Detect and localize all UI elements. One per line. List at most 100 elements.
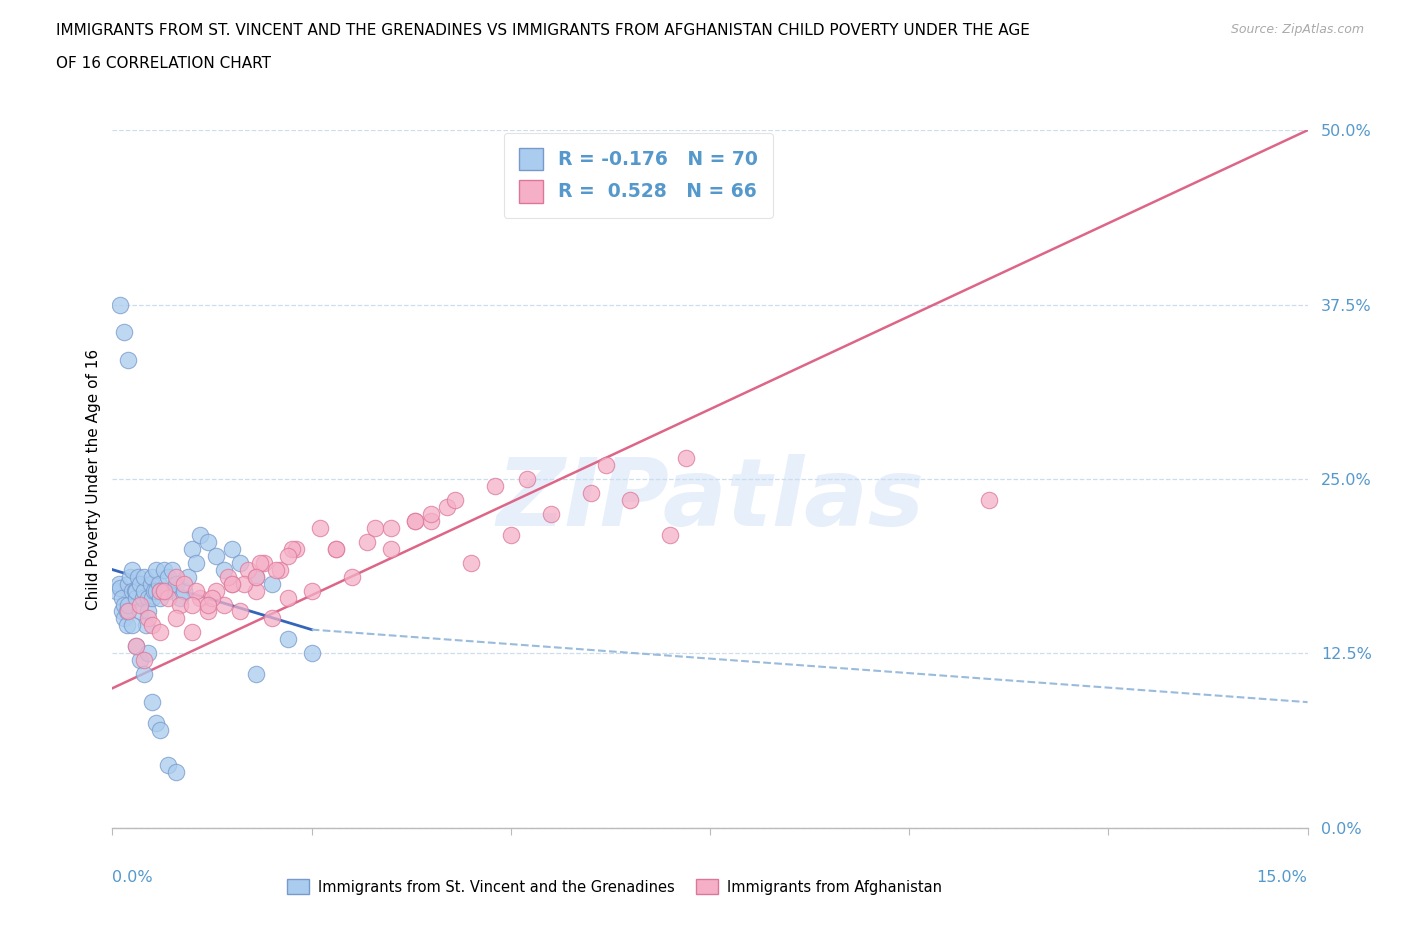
Text: ZIPatlas: ZIPatlas xyxy=(496,454,924,546)
Point xyxy=(145,583,167,598)
Point xyxy=(236,562,259,577)
Point xyxy=(269,562,291,577)
Point xyxy=(121,618,143,633)
Point xyxy=(149,583,172,598)
Point xyxy=(117,576,139,591)
Point xyxy=(420,507,443,522)
Point xyxy=(110,580,132,595)
Point xyxy=(148,576,170,591)
Point xyxy=(181,597,204,612)
Point xyxy=(165,764,187,779)
Point xyxy=(253,555,276,570)
Point xyxy=(232,576,256,591)
Point xyxy=(134,653,156,668)
Point xyxy=(129,653,152,668)
Point xyxy=(281,541,304,556)
Point xyxy=(134,569,156,584)
Point xyxy=(114,611,135,626)
Point xyxy=(165,576,187,591)
Point xyxy=(114,326,135,340)
Point xyxy=(260,611,283,626)
Point xyxy=(340,569,363,584)
Point xyxy=(264,562,287,577)
Point xyxy=(181,541,204,556)
Point xyxy=(115,618,138,633)
Point xyxy=(181,625,204,640)
Point xyxy=(111,604,134,619)
Point xyxy=(325,541,347,556)
Point xyxy=(114,597,135,612)
Point xyxy=(132,591,155,605)
Point xyxy=(277,632,299,647)
Point xyxy=(129,604,152,619)
Point xyxy=(188,527,211,542)
Point xyxy=(229,604,252,619)
Point xyxy=(460,555,482,570)
Point xyxy=(201,591,224,605)
Point xyxy=(118,569,141,584)
Point xyxy=(595,458,617,472)
Point xyxy=(436,499,458,514)
Point xyxy=(129,597,152,612)
Point xyxy=(165,611,187,626)
Point xyxy=(197,597,219,612)
Point xyxy=(138,611,160,626)
Point xyxy=(420,513,443,528)
Point xyxy=(356,534,378,549)
Point xyxy=(110,298,132,312)
Point xyxy=(245,569,267,584)
Point xyxy=(197,534,219,549)
Text: OF 16 CORRELATION CHART: OF 16 CORRELATION CHART xyxy=(56,56,271,71)
Point xyxy=(186,583,208,598)
Point xyxy=(142,583,165,598)
Point xyxy=(245,667,267,682)
Point xyxy=(134,667,156,682)
Point xyxy=(212,597,235,612)
Point xyxy=(127,569,149,584)
Point xyxy=(149,583,172,598)
Point xyxy=(444,493,467,508)
Point xyxy=(188,591,211,605)
Point xyxy=(157,569,180,584)
Point xyxy=(212,562,235,577)
Point xyxy=(125,591,148,605)
Point xyxy=(117,604,139,619)
Point xyxy=(157,583,180,598)
Point xyxy=(277,549,299,564)
Point xyxy=(149,591,172,605)
Point xyxy=(145,716,167,731)
Point xyxy=(177,569,200,584)
Point xyxy=(249,555,271,570)
Point xyxy=(145,562,167,577)
Point xyxy=(205,549,228,564)
Point xyxy=(157,757,180,772)
Point xyxy=(277,591,299,605)
Point xyxy=(404,513,426,528)
Point xyxy=(129,576,152,591)
Point xyxy=(153,562,176,577)
Point xyxy=(115,604,138,619)
Point xyxy=(380,541,402,556)
Point xyxy=(139,576,162,591)
Point xyxy=(105,583,128,598)
Point xyxy=(117,353,139,368)
Point xyxy=(121,583,143,598)
Point xyxy=(380,521,402,536)
Point xyxy=(325,541,347,556)
Point xyxy=(659,527,682,542)
Text: 15.0%: 15.0% xyxy=(1257,870,1308,884)
Point xyxy=(221,576,243,591)
Point xyxy=(125,639,148,654)
Point xyxy=(284,541,307,556)
Point xyxy=(153,583,176,598)
Point xyxy=(245,569,267,584)
Point xyxy=(117,597,139,612)
Point xyxy=(619,493,641,508)
Point xyxy=(579,485,602,500)
Point xyxy=(138,591,160,605)
Point xyxy=(165,569,187,584)
Point xyxy=(675,451,697,466)
Point xyxy=(516,472,538,486)
Point xyxy=(221,576,243,591)
Point xyxy=(162,562,183,577)
